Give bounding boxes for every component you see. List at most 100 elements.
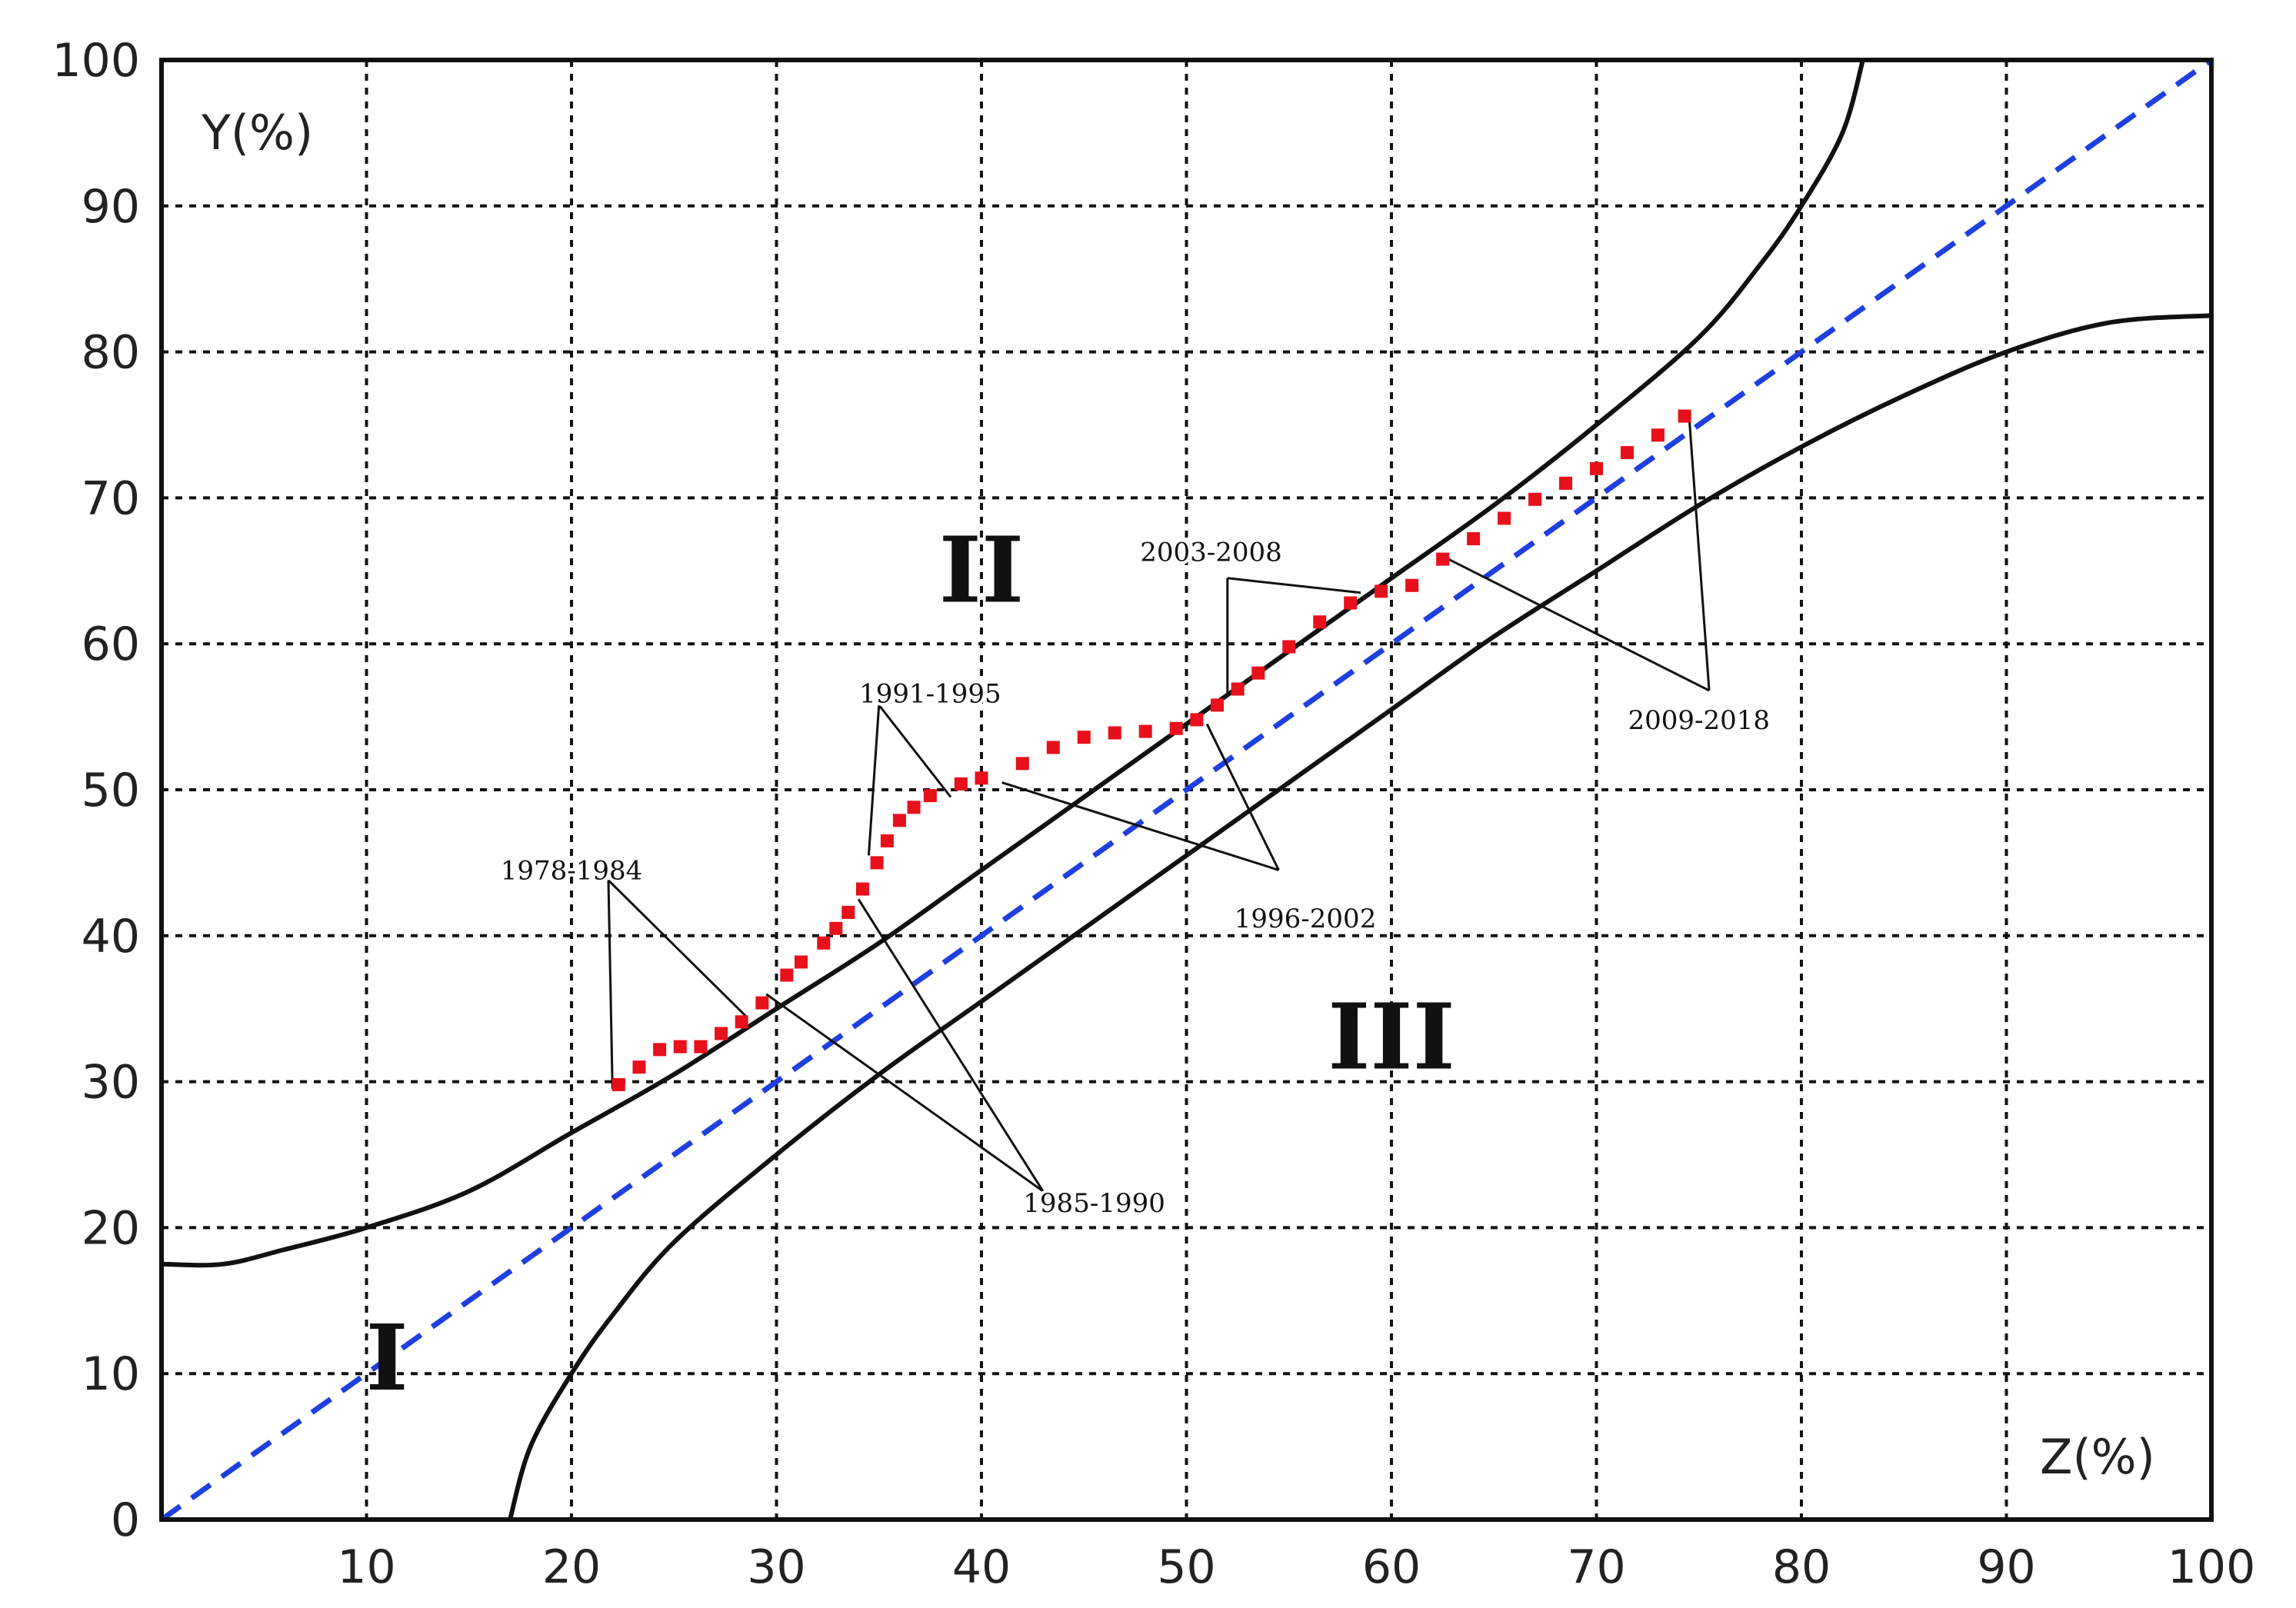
data-point [780,968,794,982]
data-point [1046,741,1060,754]
annotation-leader-1996-2002-1 [1205,723,1280,871]
data-point [855,882,869,896]
leader-layer [607,410,1711,1193]
x-tick-label-90: 90 [1977,1540,2035,1594]
annotation-label-1978-1984: 1978-1984 [501,855,643,886]
data-point [1282,640,1296,654]
y-axis-title: Y(%) [201,105,313,161]
data-point [1344,596,1358,610]
data-point [1108,726,1121,740]
data-point [755,996,769,1010]
annotation-leader-2009-2018-1 [1687,410,1711,691]
diagonal-reference-line [159,58,2214,1522]
annotation-leader-1985-1990-0 [765,993,1044,1193]
x-axis-title: Z(%) [2040,1429,2155,1485]
data-point [829,921,843,935]
diagonal-layer [159,58,2214,1522]
data-point [880,834,894,847]
x-tick-label-60: 60 [1362,1540,1421,1594]
annotation-leader-1991-1995-0 [867,704,881,856]
data-point [1498,511,1511,525]
data-point [794,955,808,969]
boundary-layer [161,59,2212,1520]
grid-layer [162,60,2211,1520]
data-point [1467,532,1481,546]
x-tick-label-70: 70 [1567,1540,1625,1594]
region-label-III: III [1328,984,1455,1090]
annotation-label-1991-1995: 1991-1995 [859,679,1001,710]
data-point [1077,731,1091,744]
y-tick-label-60: 60 [82,618,140,671]
x-tick-label-50: 50 [1157,1540,1215,1594]
y-tick-label-50: 50 [82,764,140,817]
annotation-leader-1996-2002-0 [1001,781,1279,871]
data-point [1436,552,1450,566]
x-tick-label-100: 100 [2168,1540,2256,1594]
data-point [1313,615,1327,629]
data-point [975,771,988,785]
data-point [954,777,968,791]
annotation-leader-1978-1984-1 [607,879,747,1017]
x-tick-label-20: 20 [542,1540,601,1594]
plot-frame [159,58,2214,1522]
point-layer [611,409,1691,1091]
data-point [673,1040,687,1054]
y-tick-label-20: 20 [82,1201,140,1255]
data-point [1190,713,1204,727]
annotation-leader-1985-1990-1 [857,898,1045,1192]
data-point [611,1077,625,1091]
data-point [1231,682,1245,696]
y-tick-label-10: 10 [82,1347,140,1401]
y-tick-label-40: 40 [82,910,140,964]
annotation-label-2003-2008: 2003-2008 [1140,538,1282,568]
data-point [1405,578,1419,592]
y-tick-label-30: 30 [82,1056,140,1110]
data-point [1169,721,1183,735]
y-tick-label-0: 0 [111,1493,140,1547]
data-point [1651,428,1665,442]
data-point [817,936,831,950]
annotation-leader-1991-1995-1 [878,704,952,798]
annotation-leader-2009-2018-0 [1441,554,1710,692]
lower-boundary-curve [508,313,2212,1520]
data-point [1210,698,1224,712]
data-point [1015,757,1029,771]
data-point [1138,724,1152,738]
data-point [892,814,906,827]
x-tick-label-40: 40 [952,1540,1011,1594]
tick-layer: 10 20 30 40 50 60 70 80 90 100 0 10 20 30 40 50 60 70 80 90… [52,34,2255,1594]
data-point [870,856,884,870]
data-point [923,789,937,803]
data-point [1590,461,1603,475]
data-point [1559,476,1573,490]
data-point [694,1040,708,1054]
annotation-leader-2003-2008-1 [1227,577,1361,594]
region-label-I: I [366,1304,408,1411]
y-tick-label-100: 100 [52,34,140,88]
upper-boundary-curve [161,59,1865,1268]
data-point [1678,409,1691,423]
annotation-label-1996-2002: 1996-2002 [1235,904,1377,934]
data-point [1375,584,1388,598]
annotation-label-1985-1990: 1985-1990 [1023,1188,1165,1219]
data-point [715,1027,728,1040]
data-point [1251,666,1265,680]
x-tick-label-10: 10 [337,1540,395,1594]
data-point [735,1015,748,1029]
annotation-label-2009-2018: 2009-2018 [1628,705,1770,736]
annotation-layer: 1978-1984 1985-1990 1991-1995 1996-2002 2003… [498,534,1773,1223]
y-tick-label-80: 80 [82,326,140,380]
data-point [841,905,855,919]
region-label-II: II [939,516,1024,623]
y-tick-label-70: 70 [82,471,140,525]
data-point [653,1043,667,1057]
x-tick-label-30: 30 [747,1540,805,1594]
data-point [1620,446,1634,460]
x-tick-label-80: 80 [1772,1540,1831,1594]
y-tick-label-90: 90 [82,180,140,234]
data-point [1528,492,1542,506]
data-point [632,1060,646,1074]
annotation-leader-1978-1984-0 [607,880,614,1090]
